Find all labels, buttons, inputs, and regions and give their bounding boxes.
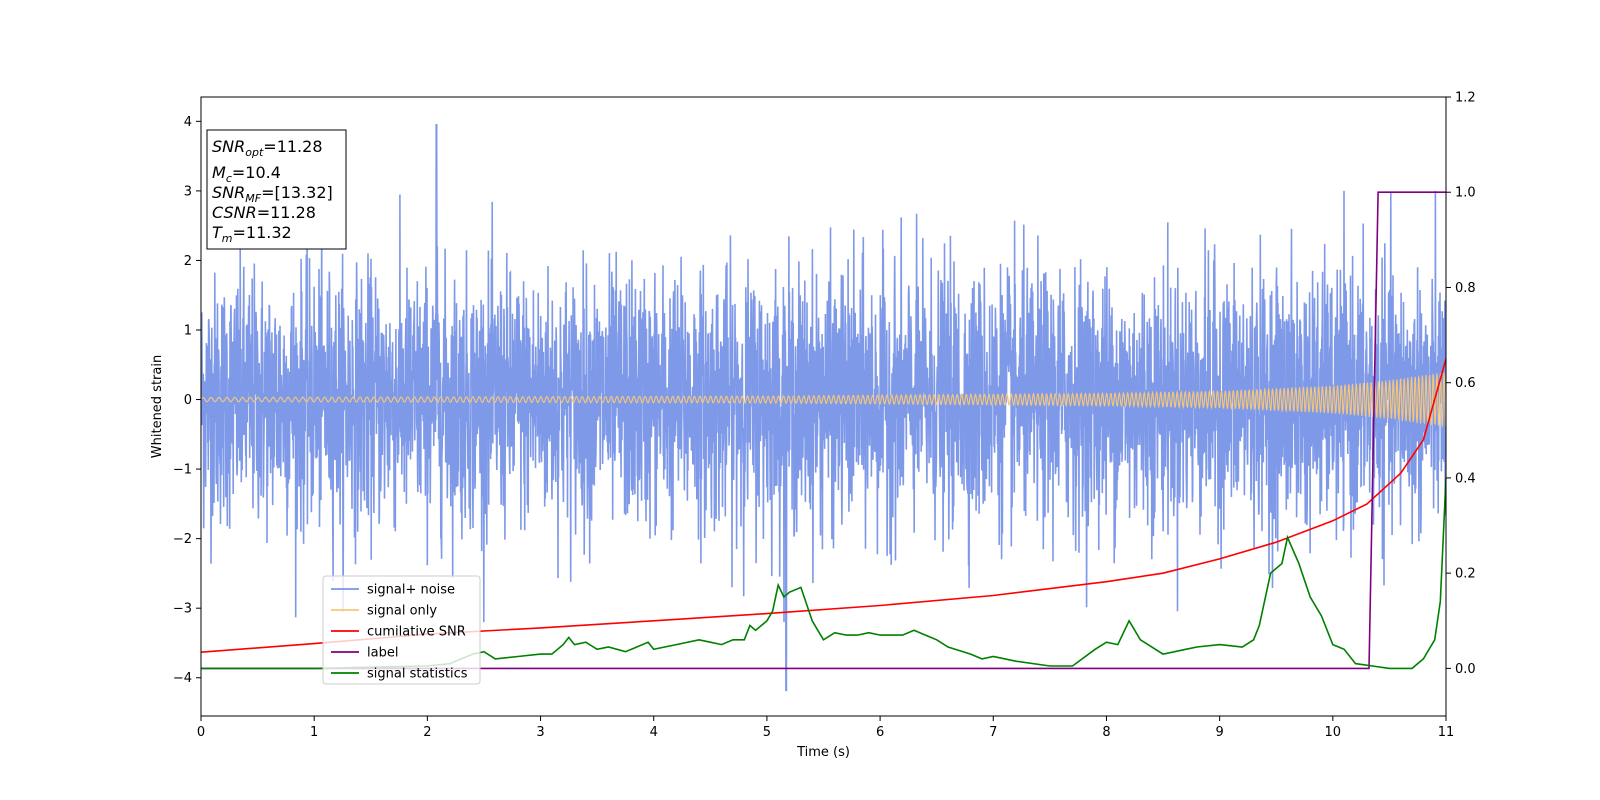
info-chirp-mass: Mc=10.4 (212, 163, 281, 185)
info-csnr: CSNR=11.28 (212, 203, 316, 222)
x-tick-label: 7 (989, 725, 997, 740)
y-left-tick-label: 1 (184, 323, 192, 338)
y-left-tick-label: 0 (184, 393, 192, 408)
x-tick-label: 0 (197, 725, 205, 740)
series-line-signal-noise (201, 124, 1446, 692)
y-right-tick-label: 0.6 (1455, 376, 1476, 391)
series-line-signal-statistics (201, 477, 1446, 670)
x-tick-label: 4 (650, 725, 658, 740)
x-tick-label: 1 (310, 725, 318, 740)
x-tick-label: 5 (763, 725, 771, 740)
legend-label: cumilative SNR (367, 625, 466, 640)
y-left-tick-label: −2 (173, 532, 192, 547)
legend-label: signal+ noise (367, 583, 455, 598)
info-snr-opt: SNRopt=11.28 (212, 137, 323, 159)
plot-area (201, 124, 1446, 692)
legend-frame (322, 575, 481, 685)
x-tick-label: 2 (423, 725, 431, 740)
series-line-signal-only (201, 372, 1446, 427)
x-tick-label: 6 (876, 725, 884, 740)
legend-label: signal statistics (367, 667, 468, 682)
info-snr-mf: SNRMF=[13.32] (212, 183, 333, 205)
plot-frame (200, 96, 1447, 717)
y-right-tick-label: 0.0 (1455, 662, 1476, 677)
x-axis-label: Time (s) (796, 745, 850, 760)
y-left-tick-label: −4 (173, 671, 192, 686)
legend: signal+ noise signal only cumilative SNR la… (322, 575, 481, 685)
x-tick-label: 9 (1215, 725, 1223, 740)
x-tick-label: 8 (1102, 725, 1110, 740)
x-tick-label: 10 (1325, 725, 1342, 740)
y-left-tick-label: −3 (173, 602, 192, 617)
y-axis-label: Whitened strain (150, 355, 165, 458)
y-left-tick-label: 3 (184, 184, 192, 199)
y-right-tick-label: 1.0 (1455, 186, 1476, 201)
y-right-tick-label: 1.2 (1455, 91, 1476, 106)
info-box: SNRopt=11.28 Mc=10.4 SNRMF=[13.32] CSNR=… (206, 129, 347, 250)
info-box-frame (206, 129, 347, 250)
y-right-tick-label: 0.4 (1455, 471, 1476, 486)
axes: 0 1 2 3 4 5 6 7 8 9 10 11 −4 −3 −2 −1 0 1 2 3 4 0.0 0.2 0.4 0.6 0… (150, 91, 1476, 761)
legend-label: label (367, 646, 398, 661)
legend-label: signal only (367, 604, 437, 619)
y-left-tick-label: −1 (173, 463, 192, 478)
y-left-tick-label: 4 (184, 115, 192, 130)
x-tick-label: 3 (536, 725, 544, 740)
series-line-label (201, 191, 1446, 670)
y-right-tick-label: 0.2 (1455, 567, 1476, 582)
info-tm: Tm=11.32 (212, 223, 292, 245)
series-line-cumilative-snr (201, 358, 1446, 653)
y-right-tick-label: 0.8 (1455, 281, 1476, 296)
y-left-tick-label: 2 (184, 254, 192, 269)
x-tick-label: 11 (1438, 725, 1455, 740)
